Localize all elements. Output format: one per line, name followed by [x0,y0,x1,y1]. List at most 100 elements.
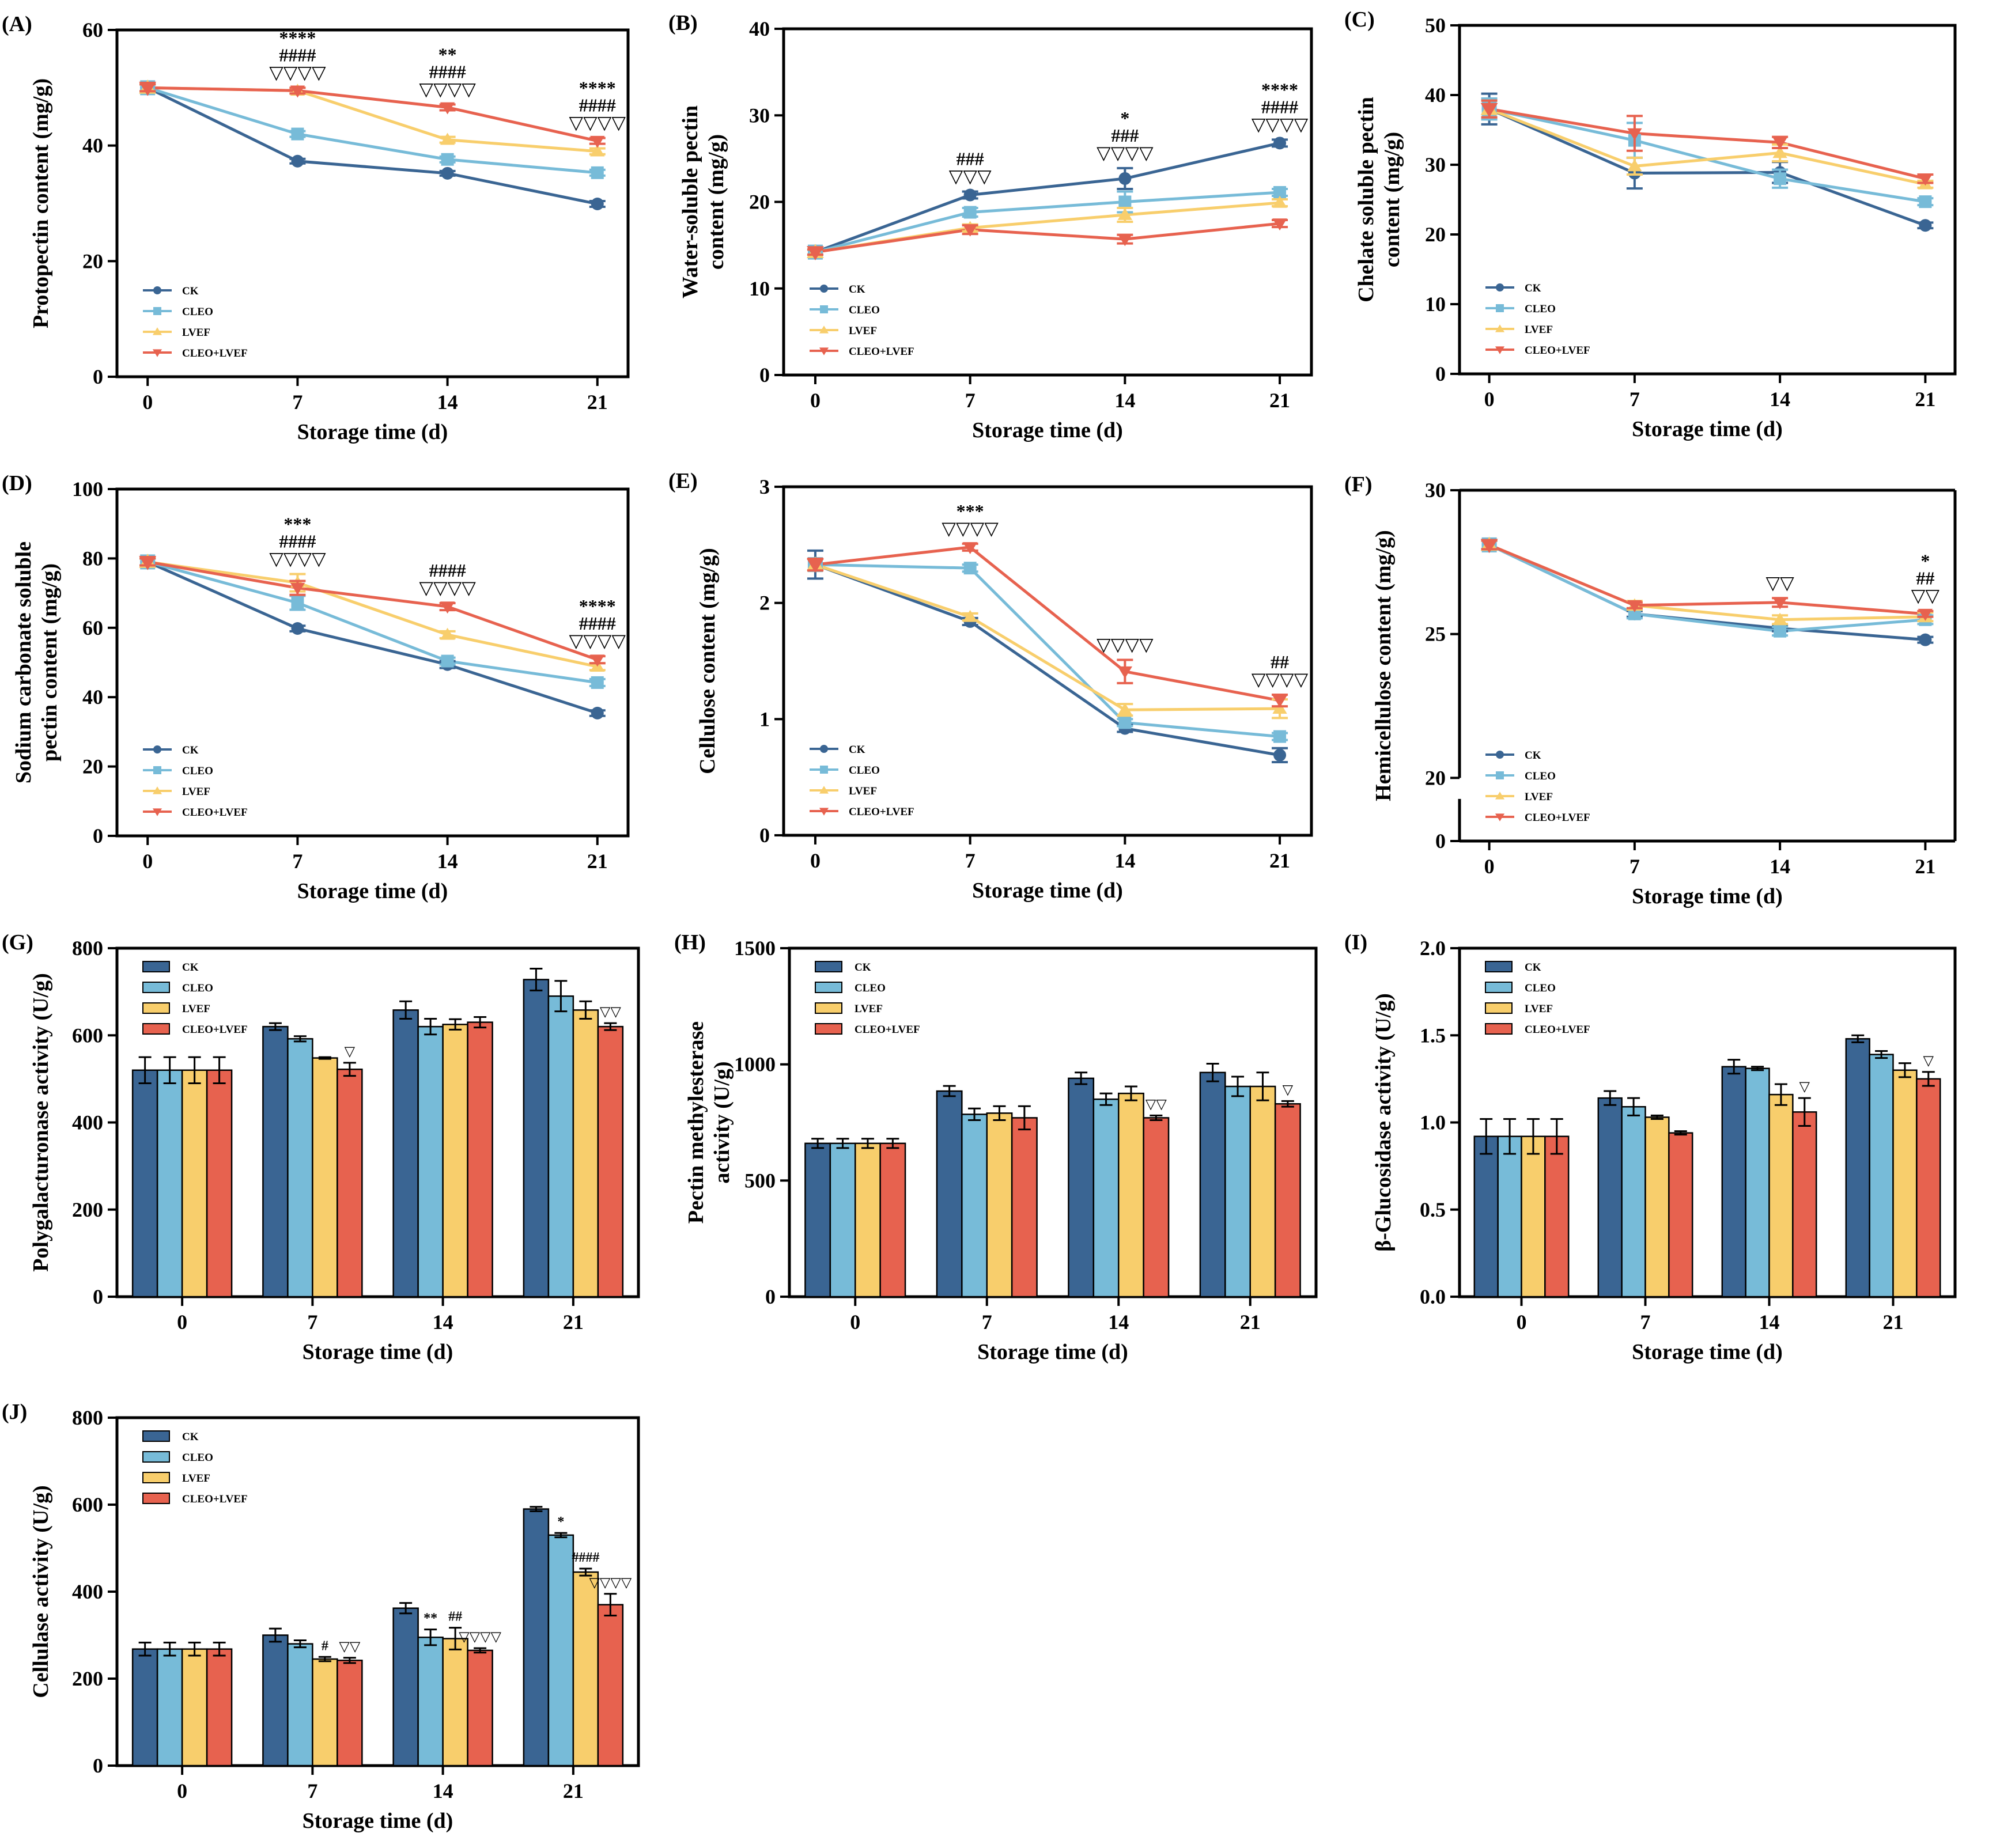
legend-label-ck: CK [182,285,199,297]
y-tick-label: 0 [1435,362,1446,385]
legend-marker-ck [820,745,828,753]
data-point-cleo-lvef [1627,600,1642,612]
legend-marker-cleo-lvef [152,349,162,357]
significance-annotation: ▽▽▽▽ [1097,634,1154,654]
legend-label-cleo-lvef: CLEO+LVEF [855,1024,920,1036]
legend-marker-cleo-lvef [1495,813,1505,821]
legend-marker-cleo-lvef [819,347,829,355]
y-tick-label: 0.5 [1420,1198,1446,1221]
data-point-cleo [1118,716,1132,729]
y-tick-label: 0 [93,824,103,847]
significance-annotation: ▽ [1923,1054,1934,1069]
data-point-cleo-lvef [590,135,605,148]
significance-annotation: * [1920,551,1930,571]
bar-cleo-lvef [337,1068,363,1298]
bar-cleo-lvef [467,1021,493,1298]
legend-label-cleo: CLEO [182,306,213,318]
y-axis-title-line-1: Chelate soluble pectin [1354,97,1378,302]
bar-cleo-lvef [1916,1078,1941,1298]
data-point-cleo-lvef [139,556,157,570]
panel-label: (C) [1344,7,1375,32]
data-point-cleo [1273,730,1287,743]
y-tick-label: 1.0 [1420,1111,1446,1134]
series-line-cleo-lvef [148,86,598,143]
x-tick-label: 0 [1484,388,1495,411]
legend-label-cleo: CLEO [849,764,880,777]
significance-annotation: ▽▽▽▽ [459,1630,501,1645]
plot-frame [115,28,630,378]
x-tick-label: 0 [1517,1311,1527,1334]
x-tick-label: 21 [1915,388,1935,411]
significance-annotation: #### [279,531,316,551]
data-point-cleo-lvef [1627,128,1642,141]
data-point-ck [963,188,977,202]
data-point-ck [1919,219,1932,232]
significance-annotation: ▽▽ [1911,585,1940,606]
significance-annotation: ▽▽▽▽ [1252,113,1309,134]
legend-label-cleo-lvef: CLEO+LVEF [182,347,248,359]
significance-annotation: * [1120,108,1129,128]
data-point-cleo [441,153,454,166]
bar-lvef [312,1658,338,1767]
x-axis-title: Storage time (d) [977,1340,1128,1364]
x-tick-label: 21 [1269,389,1290,412]
data-point-cleo [963,206,977,219]
bar-cleo-lvef [1274,1103,1301,1298]
bar-cleo [547,995,574,1298]
x-tick-label: 14 [1770,855,1790,878]
data-point-lvef [1627,159,1642,172]
legend-label-ck: CK [1525,961,1541,974]
data-point-cleo [1273,185,1287,199]
legend-label-ck: CK [182,961,199,974]
data-point-lvef [440,132,455,145]
data-point-cleo [291,127,304,141]
data-point-cleo-lvef [440,102,455,115]
significance-annotation: **** [579,596,616,616]
legend-label-ck: CK [855,961,871,974]
bar-ck [392,1009,419,1298]
series-line-cleo [147,86,598,175]
x-tick-label: 7 [965,849,976,872]
y-axis-title: Cellulose content (mg/g) [695,548,720,774]
series-line-cleo-lvef [815,222,1280,254]
data-point-lvef [440,627,455,640]
significance-annotation: #### [572,1550,599,1565]
x-tick-label: 7 [1630,855,1640,878]
significance-annotation: ** [424,1611,437,1626]
significance-annotation: ## [1916,568,1934,589]
data-point-cleo-lvef [290,582,305,595]
legend-marker-lvef [819,786,829,794]
legend-swatch-cleo [815,982,842,993]
significance-annotation: #### [279,44,316,65]
bar-ck [262,1025,289,1298]
bar-ck [1597,1097,1623,1298]
y-tick-label: 50 [1425,14,1446,37]
bar-cleo [417,1637,444,1767]
series-line-ck [147,561,598,715]
bar-cleo [961,1114,988,1298]
data-point-cleo [1774,624,1787,638]
y-axis-title: Polygalacturonase activity (U/g) [29,973,53,1272]
bar-cleo-lvef [1668,1132,1693,1298]
data-point-lvef [1117,703,1132,715]
x-tick-label: 14 [1770,388,1790,411]
legend-label-cleo-lvef: CLEO+LVEF [1525,1024,1590,1036]
data-point-cleo-lvef [1272,695,1287,708]
x-tick-label: 7 [982,1311,992,1334]
legend-swatch-cleo-lvef [142,1023,170,1035]
data-point-cleo-lvef [1772,137,1787,150]
legend-marker-cleo [1496,304,1504,312]
y-tick-label: 400 [72,1580,103,1603]
data-point-cleo [1774,172,1787,185]
y-tick-label: 0 [759,363,770,387]
y-tick-label: 25 [1425,623,1446,646]
significance-annotation: * [557,1514,564,1529]
x-axis-title: Storage time (d) [1632,884,1783,908]
x-axis-title: Storage time (d) [297,879,448,903]
series-line-cleo [815,563,1280,739]
legend-label-lvef: LVEF [1525,791,1553,803]
data-point-lvef [590,144,605,157]
legend-marker-ck [153,745,161,753]
significance-annotation: #### [1261,96,1298,117]
significance-annotation: ▽▽▽▽ [569,630,626,651]
